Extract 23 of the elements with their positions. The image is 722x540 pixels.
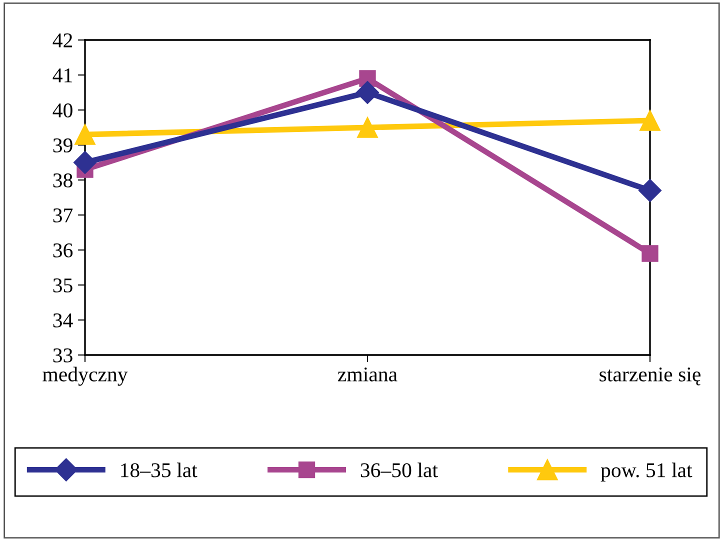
x-tick-label: starzenie się (600, 367, 700, 386)
y-tick-label: 35 (53, 278, 72, 292)
point (74, 124, 96, 145)
y-tick-label: 40 (52, 103, 72, 118)
point (357, 117, 378, 138)
y-tick-label: 33 (53, 348, 72, 362)
legend-label: 18–35 lat (121, 462, 198, 478)
y-tick-label: 37 (53, 208, 73, 222)
x-tick-label: zmiana (338, 367, 398, 382)
point (638, 179, 662, 202)
point (642, 245, 658, 262)
y-tick-label: 34 (53, 313, 73, 328)
y-tick-label: 36 (53, 243, 73, 258)
point (356, 81, 379, 104)
point (74, 151, 96, 174)
point (640, 110, 660, 131)
y-tick-label: 38 (53, 173, 72, 188)
y-tick-label: 39 (53, 138, 72, 152)
x-tick-label: medyczny (42, 366, 128, 386)
legend-label: 36–50 lat (360, 462, 438, 478)
y-tick-label: 41 (52, 68, 72, 82)
legend-label: pow. 51 lat (600, 462, 692, 482)
y-tick-label: 42 (52, 33, 72, 48)
